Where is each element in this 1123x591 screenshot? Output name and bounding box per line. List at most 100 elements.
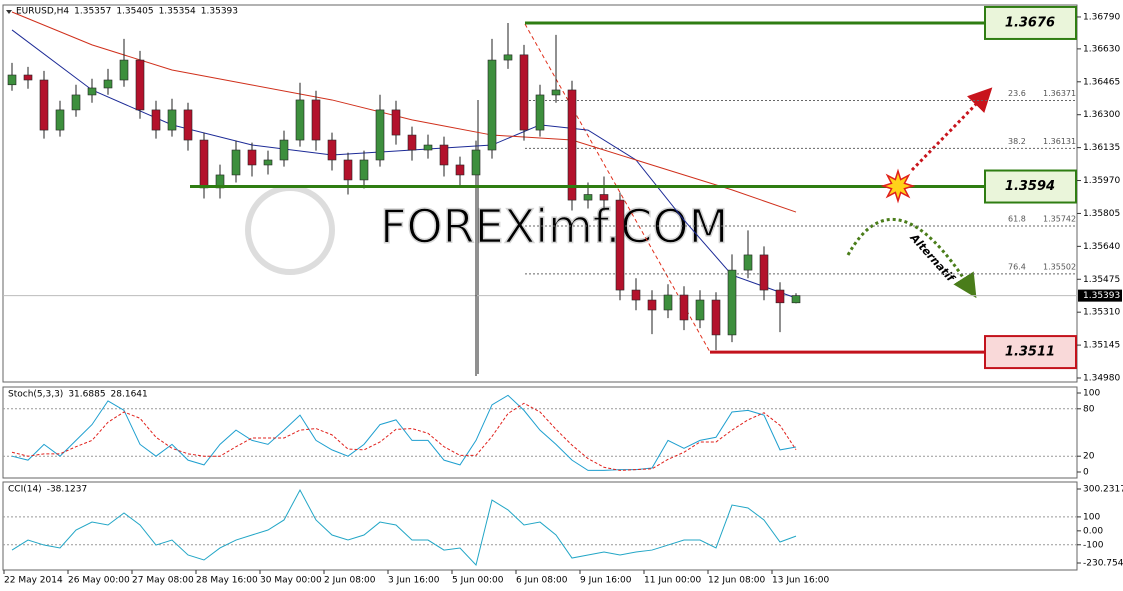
candle-body [455, 164, 465, 176]
candle-body [263, 159, 273, 166]
candle-body [663, 294, 673, 311]
x-tick-label: 27 May 08:00 [132, 576, 194, 586]
header: 1.35405 [116, 7, 153, 17]
candle-body [599, 194, 609, 201]
header: EURUSD,H4 [16, 7, 69, 17]
y-tick-label: 0 [1083, 467, 1089, 477]
candle-body [535, 94, 545, 131]
header: CCI(14) [8, 485, 42, 495]
up-arrow [910, 87, 993, 172]
x-tick-label: 28 May 16:00 [196, 576, 258, 586]
candle-body [375, 109, 385, 161]
candle-body [167, 109, 177, 131]
y-tick-label: 100 [1083, 389, 1100, 399]
x-tick-label: 2 Jun 08:00 [324, 576, 376, 586]
header: 1.35354 [159, 7, 196, 17]
candle-body [471, 149, 481, 176]
y-tick-label: 1.35970 [1083, 176, 1120, 186]
fib-ratio: 76.4 [1008, 262, 1026, 271]
candle-body [743, 254, 753, 271]
y-tick-label: 1.36135 [1083, 143, 1120, 153]
y-tick-label: 1.36630 [1083, 44, 1120, 54]
header: 1.35393 [201, 7, 238, 17]
candle-body [647, 299, 657, 311]
candle-body [71, 94, 81, 111]
header: Stoch(5,3,3) [8, 390, 63, 400]
cci-panel [2, 481, 1078, 571]
level-box [984, 169, 1077, 204]
y-tick-label: -100 [1083, 540, 1104, 550]
x-tick-label: 26 May 00:00 [68, 576, 130, 586]
candle-body [55, 109, 65, 131]
y-tick-label: 20 [1083, 452, 1095, 462]
fib-ratio: 38.2 [1008, 137, 1026, 146]
candle-body [679, 294, 689, 321]
x-tick-label: 12 Jun 08:00 [708, 576, 765, 586]
candle-body [439, 144, 449, 166]
y-tick-label: -230.7549 [1083, 558, 1123, 568]
y-tick-label: 100 [1083, 512, 1100, 522]
y-tick-label: 1.36465 [1083, 77, 1120, 87]
candle-body [551, 89, 561, 96]
candle-body [423, 144, 433, 151]
y-tick-label: 1.35475 [1083, 275, 1120, 285]
x-tick-label: 22 May 2014 [4, 576, 63, 586]
candle-body [487, 59, 497, 151]
candle-body [39, 79, 49, 131]
burst [880, 168, 916, 204]
candle-body [247, 149, 257, 166]
x-tick-label: 6 Jun 08:00 [516, 576, 568, 586]
candle-body [775, 289, 785, 304]
y-tick-label: 1.35145 [1083, 341, 1120, 351]
candle-body [631, 289, 641, 301]
y-tick-label: 1.35310 [1083, 308, 1120, 318]
level-label: 1.3511 [1005, 345, 1055, 360]
candle-body [279, 139, 289, 161]
x-tick-label: 30 May 00:00 [260, 576, 322, 586]
x-tick-label: 3 Jun 16:00 [388, 576, 440, 586]
candle-body [391, 109, 401, 136]
candle-body [503, 54, 513, 61]
fib-value: 1.35502 [1043, 262, 1076, 271]
candle-body [103, 79, 113, 89]
y-tick-label: 300.2317 [1083, 484, 1123, 494]
y-tick-label: 1.35805 [1083, 209, 1120, 219]
candle-body [567, 89, 577, 201]
candle-body [199, 139, 209, 189]
candle-body [519, 54, 529, 131]
x-tick-label: 13 Jun 16:00 [772, 576, 829, 586]
candle-body [327, 139, 337, 161]
candle-body [359, 159, 369, 181]
candle-body [727, 269, 737, 336]
candle-body [759, 254, 769, 291]
y-tick-label: 0.00 [1083, 526, 1103, 536]
level-label: 1.3594 [1005, 179, 1055, 194]
header: 28.1641 [111, 390, 148, 400]
fib-value: 1.36371 [1043, 89, 1076, 98]
y-tick-label: 80 [1083, 404, 1095, 414]
candle-body [295, 99, 305, 141]
candle-body [23, 74, 33, 81]
level-box [984, 5, 1077, 40]
level-label: 1.3676 [1005, 15, 1055, 30]
current-price-label: 1.35393 [1083, 291, 1120, 301]
header: 31.6885 [68, 390, 105, 400]
indicator-line [11, 394, 797, 471]
candle-body [119, 59, 129, 81]
x-tick-label: 11 Jun 00:00 [644, 576, 701, 586]
y-tick-label: 1.36790 [1083, 12, 1120, 22]
fib-value: 1.35742 [1043, 215, 1076, 224]
candle-body [7, 74, 17, 86]
moving-average [11, 11, 797, 213]
candle-body [711, 299, 721, 336]
y-tick-label: 1.36300 [1083, 110, 1120, 120]
candle-body [343, 159, 353, 181]
stoch-panel [2, 386, 1078, 479]
candle-body [311, 99, 321, 141]
x-tick-label: 9 Jun 16:00 [580, 576, 632, 586]
header: -38.1237 [47, 485, 87, 495]
candle-body [583, 194, 593, 201]
menu-triangle [6, 10, 12, 14]
